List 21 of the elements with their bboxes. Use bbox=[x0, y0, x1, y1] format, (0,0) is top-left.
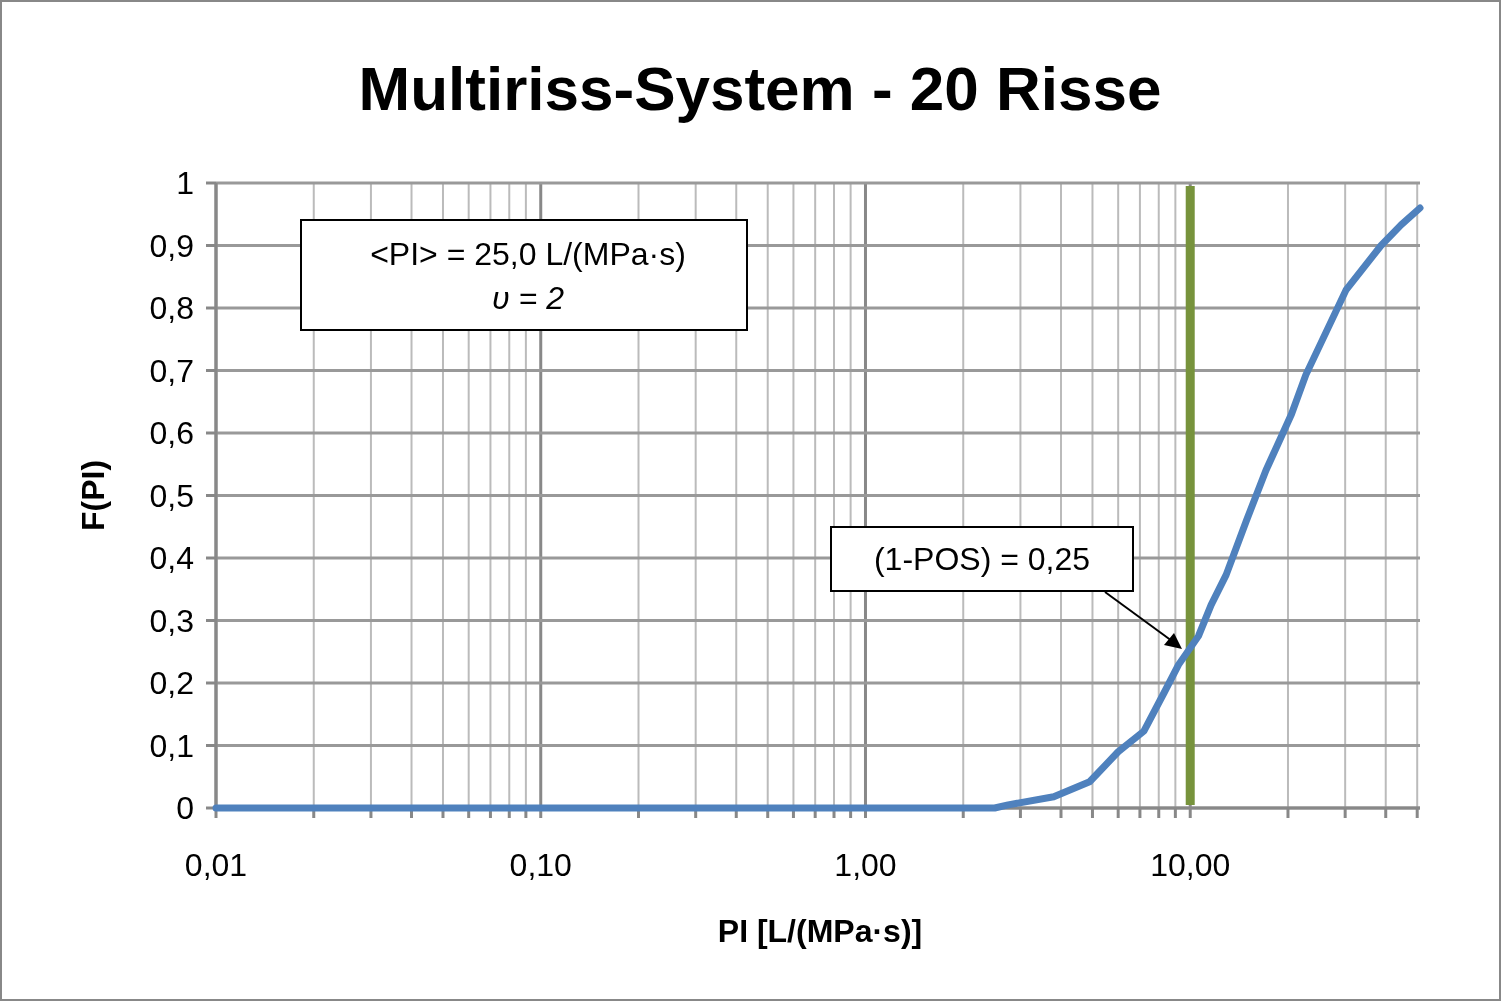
annotation: (1-POS) = 0,25 bbox=[873, 541, 1091, 578]
y-tick-label: 0,3 bbox=[149, 602, 194, 639]
x-tick-label: 0,01 bbox=[184, 847, 248, 883]
y-tick-label: 0,1 bbox=[149, 727, 194, 764]
y-tick-label: 0,4 bbox=[149, 540, 194, 577]
x-tick-label: 0,10 bbox=[509, 847, 572, 883]
y-tick-label: 0 bbox=[176, 790, 194, 827]
y-tick-label: 0,9 bbox=[149, 227, 194, 264]
y-tick-label: 0,6 bbox=[149, 415, 194, 452]
y-tick-label: 0,5 bbox=[149, 477, 194, 514]
x-tick-label: 1,00 bbox=[834, 847, 897, 883]
y-tick-label: 1 bbox=[176, 165, 194, 202]
annotation: <PI> = 25,0 L/(MPa·s) bbox=[370, 236, 686, 272]
y-tick-label: 0,7 bbox=[149, 352, 194, 389]
annotation: υ = 2 bbox=[492, 280, 565, 316]
x-axis-title: PI [L/(MPa·s)] bbox=[717, 913, 923, 949]
x-tick-label: 10,00 bbox=[1150, 847, 1231, 883]
y-axis-title: F(PI) bbox=[75, 459, 111, 532]
y-tick-label: 0,8 bbox=[149, 290, 194, 327]
y-tick-label: 0,2 bbox=[149, 665, 194, 702]
chart-title: Multiriss-System - 20 Risse bbox=[358, 54, 1162, 123]
